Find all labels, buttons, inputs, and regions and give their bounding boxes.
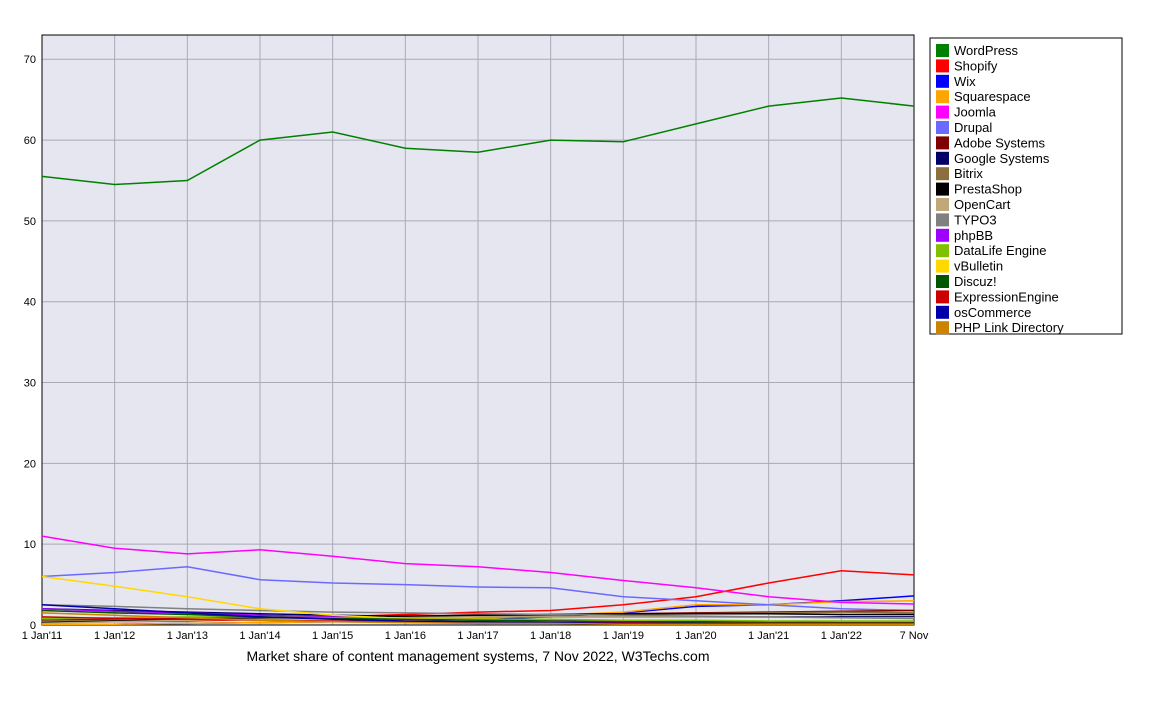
legend-swatch — [936, 198, 949, 211]
x-tick-label: 1 Jan'16 — [385, 630, 426, 642]
legend-swatch — [936, 44, 949, 57]
y-tick-label: 20 — [24, 458, 36, 470]
legend-label: OpenCart — [954, 197, 1011, 212]
legend-swatch — [936, 121, 949, 134]
x-tick-label: 7 Nov — [900, 630, 929, 642]
legend-label: Bitrix — [954, 166, 983, 181]
legend-swatch — [936, 244, 949, 257]
x-tick-label: 1 Jan'18 — [530, 630, 571, 642]
legend-label: ExpressionEngine — [954, 289, 1059, 304]
chart-caption: Market share of content management syste… — [247, 648, 710, 664]
x-tick-label: 1 Jan'21 — [748, 630, 789, 642]
legend-label: phpBB — [954, 228, 993, 243]
legend-swatch — [936, 306, 949, 319]
x-tick-label: 1 Jan'13 — [167, 630, 208, 642]
y-tick-label: 60 — [24, 135, 36, 147]
legend-swatch — [936, 229, 949, 242]
legend-swatch — [936, 290, 949, 303]
y-tick-label: 30 — [24, 378, 36, 390]
y-tick-label: 70 — [24, 54, 36, 66]
cms-market-share-chart: 1 Jan'11 1 Jan'12 1 Jan'13 1 Jan'14 1 Jan'15… — [10, 10, 1130, 690]
legend-label: Squarespace — [954, 89, 1031, 104]
legend-swatch — [936, 106, 949, 119]
legend-swatch — [936, 167, 949, 180]
legend-label: DataLife Engine — [954, 243, 1047, 258]
x-tick-label: 1 Jan'19 — [603, 630, 644, 642]
legend-label: Discuz! — [954, 274, 997, 289]
legend-swatch — [936, 59, 949, 72]
x-tick-label: 1 Jan'12 — [94, 630, 135, 642]
legend-swatch — [936, 90, 949, 103]
y-tick-label: 50 — [24, 216, 36, 228]
x-tick-label: 1 Jan'17 — [457, 630, 498, 642]
legend-swatch — [936, 213, 949, 226]
legend-swatch — [936, 136, 949, 149]
chart-svg: 1 Jan'11 1 Jan'12 1 Jan'13 1 Jan'14 1 Jan'15… — [10, 10, 1130, 690]
legend-label: PHP Link Directory — [954, 320, 1064, 335]
legend-label: Shopify — [954, 58, 998, 73]
y-tick-label: 10 — [24, 539, 36, 551]
legend-label: Wix — [954, 74, 976, 89]
legend-label: vBulletin — [954, 259, 1003, 274]
legend-swatch — [936, 152, 949, 165]
legend-label: osCommerce — [954, 305, 1031, 320]
legend-swatch — [936, 260, 949, 273]
x-tick-label: 1 Jan'20 — [675, 630, 716, 642]
legend-label: TYPO3 — [954, 212, 997, 227]
legend-swatch — [936, 183, 949, 196]
legend-label: PrestaShop — [954, 182, 1022, 197]
legend-label: Google Systems — [954, 151, 1050, 166]
x-tick-label: 1 Jan'22 — [821, 630, 862, 642]
legend-label: WordPress — [954, 43, 1019, 58]
legend-label: Drupal — [954, 120, 992, 135]
legend-label: Joomla — [954, 105, 997, 120]
x-tick-label: 1 Jan'14 — [239, 630, 280, 642]
legend-swatch — [936, 275, 949, 288]
x-tick-label: 1 Jan'11 — [22, 630, 62, 642]
x-tick-label: 1 Jan'15 — [312, 630, 353, 642]
y-tick-label: 0 — [30, 620, 36, 632]
y-tick-label: 40 — [24, 297, 36, 309]
legend-swatch — [936, 321, 949, 334]
legend-label: Adobe Systems — [954, 135, 1046, 150]
legend-swatch — [936, 75, 949, 88]
